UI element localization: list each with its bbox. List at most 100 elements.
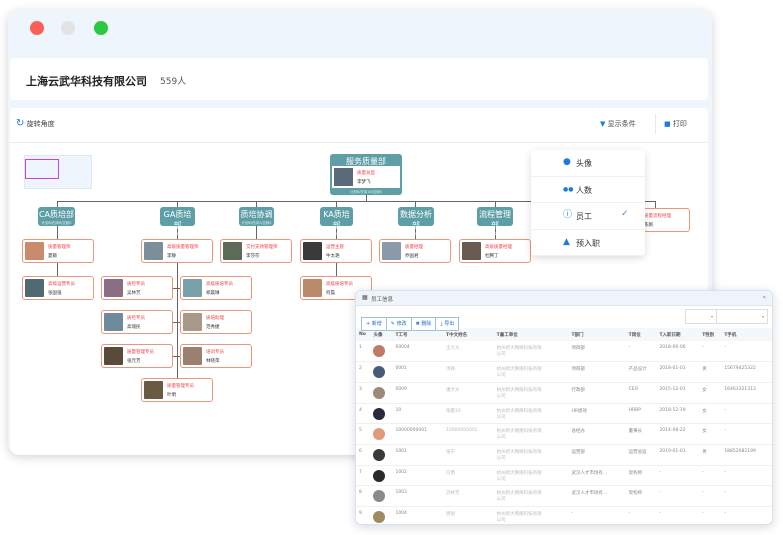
column-header[interactable]: No xyxy=(356,328,371,341)
person-name: 乔国君 xyxy=(405,254,419,259)
dropdown-item-3[interactable]: ▲ 预入职 xyxy=(531,230,645,256)
avatar xyxy=(144,242,163,260)
cell xyxy=(370,341,393,363)
person-card[interactable]: 质量管理师 夏颖 xyxy=(22,239,94,263)
dropdown-item-2[interactable]: ⓘ 员工 ✓ xyxy=(531,203,645,230)
org-node-dept[interactable]: KA质培部 计划6/在岗2/空缺0 xyxy=(320,207,353,236)
person-card[interactable]: 质量管理专员 张元芳 xyxy=(101,344,173,368)
cell: 1001 xyxy=(392,444,444,466)
minimap[interactable] xyxy=(24,155,92,189)
dropdown-item-0[interactable]: ● 头像 xyxy=(531,150,645,177)
org-node-dept[interactable]: 流程管理部 计划6/在岗1/空缺0 xyxy=(477,207,513,236)
rotate-button[interactable]: ↻ 旋转角度 xyxy=(16,118,55,129)
connector-line xyxy=(495,226,497,239)
role: 质检专员 xyxy=(127,316,145,321)
cell-value: 男 xyxy=(702,367,707,373)
person-name: 叶明 xyxy=(167,393,176,398)
column-header[interactable]: T入职日期 xyxy=(656,328,700,341)
close-window-button[interactable] xyxy=(30,21,44,35)
users-icon: ●● xyxy=(563,185,574,193)
collapse-button[interactable]: « xyxy=(762,294,766,301)
org-node-dept[interactable]: 数据分析部 计划6/在岗1/空缺0 xyxy=(398,207,434,236)
column-header[interactable]: T工号 xyxy=(392,328,444,341)
cell-value: 1003 xyxy=(395,490,407,496)
print-button[interactable]: ■ 打印 xyxy=(664,119,687,129)
column-header[interactable]: T部门 xyxy=(568,328,626,341)
cell: 杭州新大网络科技有限公司 xyxy=(493,382,569,404)
cell-value: 10000000001 xyxy=(395,428,427,434)
cell-value: - xyxy=(571,511,574,516)
rotate-icon: ↻ xyxy=(16,118,25,129)
person-card[interactable]: 质检专员 高瑞民 xyxy=(101,310,173,334)
avatar xyxy=(373,345,386,357)
cell: - xyxy=(699,485,722,507)
filter-select-2[interactable]: ▾ xyxy=(716,309,768,324)
person-card[interactable]: 质培助理 范秀捷 xyxy=(180,310,252,334)
role: 质量流程经理 xyxy=(644,214,671,219)
person-card[interactable]: 高级质量经理 杜腾丁 xyxy=(459,239,531,263)
column-header[interactable]: T性别 xyxy=(699,328,722,341)
add-button[interactable]: + 新增 xyxy=(361,317,387,331)
display-conditions-button[interactable]: ▼ 显示条件 xyxy=(600,119,636,129)
cell-value: 女 xyxy=(702,387,707,393)
column-header[interactable]: 头像 xyxy=(370,328,393,341)
cell-value: 16461321313 xyxy=(724,386,756,392)
person-name: 何磊 xyxy=(326,291,335,296)
column-header[interactable]: T雇工单位 xyxy=(493,328,569,341)
cell-value: 王大大 xyxy=(446,346,460,351)
minimap-viewport[interactable] xyxy=(25,159,59,179)
edit-icon: ✎ xyxy=(390,321,397,327)
person-card[interactable]: 质量经理 乔国君 xyxy=(379,239,451,263)
header-label: 雇工单位 xyxy=(499,332,518,338)
role: 质量管理专员 xyxy=(167,384,194,389)
column-header[interactable]: T手机 xyxy=(721,328,772,341)
cell-value: 男 xyxy=(702,449,707,455)
minimize-window-button[interactable] xyxy=(61,21,75,35)
role: 质检专员 xyxy=(127,282,145,287)
maximize-window-button[interactable] xyxy=(94,21,108,35)
person-card[interactable]: 高级质量管理师 李静 xyxy=(141,239,213,263)
table-row[interactable]: 5 10000000001 10000000001 杭州新大网络科技有限公司 总经办 董事… xyxy=(356,423,772,445)
cell: 杭州新大网络科技有限公司 xyxy=(493,465,569,487)
person-card[interactable]: 质量管理专员 叶明 xyxy=(141,378,213,402)
person-card[interactable]: 培训专员 林晓萍 xyxy=(180,344,252,368)
person-card[interactable]: 高级运营专员 张国强 xyxy=(22,276,94,300)
person-card[interactable]: 交付支持管理师 李莎莎 xyxy=(220,239,292,263)
cell-value: 杭州新大网络科技有限公司 xyxy=(496,387,542,399)
org-node-root[interactable]: 服务质量部 质量总监 李梦飞 计划6/在岗18/空缺0 xyxy=(330,154,402,195)
cell-value: 杭州新大网络科技有限公司 xyxy=(496,408,542,420)
connector-line xyxy=(415,226,417,239)
dropdown-item-1[interactable]: ●● 人数 xyxy=(531,177,645,203)
cell-value: - xyxy=(724,407,726,413)
info-icon: ⓘ xyxy=(563,210,573,220)
column-header[interactable]: T岗位 xyxy=(625,328,657,341)
person-card[interactable]: 高级质培专员 郑晨琳 xyxy=(180,276,252,300)
filter-label: 显示条件 xyxy=(607,120,636,128)
filter-select-1[interactable]: ▾ xyxy=(685,309,717,324)
cell-value: 张宁 xyxy=(446,449,456,455)
table-row[interactable]: 4 10 张量10 杭州新大网络科技有限公司 HR绩效 HRBP 2018-12-19 女 - xyxy=(356,403,772,425)
org-node-dept[interactable]: 质培协调 计划6/在岗1/空缺0 xyxy=(239,207,274,226)
cell-value: - xyxy=(724,345,726,350)
connector-line xyxy=(172,288,180,290)
table-row[interactable]: 1 00004 王大大 杭州新大网络科技有限公司 项目部 - 2018-06-06 - - xyxy=(356,341,772,363)
table-row[interactable]: 3 0009 潘大大 杭州新大网络科技有限公司 行政部 CEO 2015-12-01 女 164… xyxy=(356,382,772,404)
cell: - xyxy=(625,506,657,524)
export-button[interactable]: ⤓ 导出 xyxy=(435,317,460,331)
table-row[interactable]: 7 1002 冯勇 杭州新大网络科技有限公司 武汉人才市场有… 架构师 - - - xyxy=(356,465,772,487)
person-card[interactable]: 运营主管 牛太艳 xyxy=(300,239,372,263)
table-row[interactable]: 8 1003 許林芳 杭州新大网络科技有限公司 武汉人才市场有… 架构师 - - - xyxy=(356,485,772,507)
column-header[interactable]: T中文姓名 xyxy=(443,328,494,341)
cell: 10000000001 xyxy=(392,423,444,445)
table-row[interactable]: 9 1004 周锐 杭州新大网络科技有限公司 - - - - - xyxy=(356,506,772,524)
cell-value: 2014-08-22 xyxy=(659,428,686,434)
org-node-dept[interactable]: CA质培部 计划6/在岗6/空缺0 xyxy=(38,207,75,226)
table-row[interactable]: 6 1001 张宁 杭州新大网络科技有限公司 运营部 运营总监 2019-01-01 男 188… xyxy=(356,444,772,466)
org-node-dept[interactable]: GA质培部 计划6/在岗8/空缺0 xyxy=(160,207,195,236)
edit-button[interactable]: ✎ 修改 xyxy=(385,317,412,331)
person-name: 张国强 xyxy=(48,291,62,296)
person-card[interactable]: 质检专员 吴林芳 xyxy=(101,276,173,300)
table-row[interactable]: 2 0001 汤钱 杭州新大网络科技有限公司 项目部 产品设计 2018-01-01 男 156… xyxy=(356,361,772,383)
cell: - xyxy=(699,465,722,487)
delete-button[interactable]: ✖ 删除 xyxy=(410,317,437,331)
